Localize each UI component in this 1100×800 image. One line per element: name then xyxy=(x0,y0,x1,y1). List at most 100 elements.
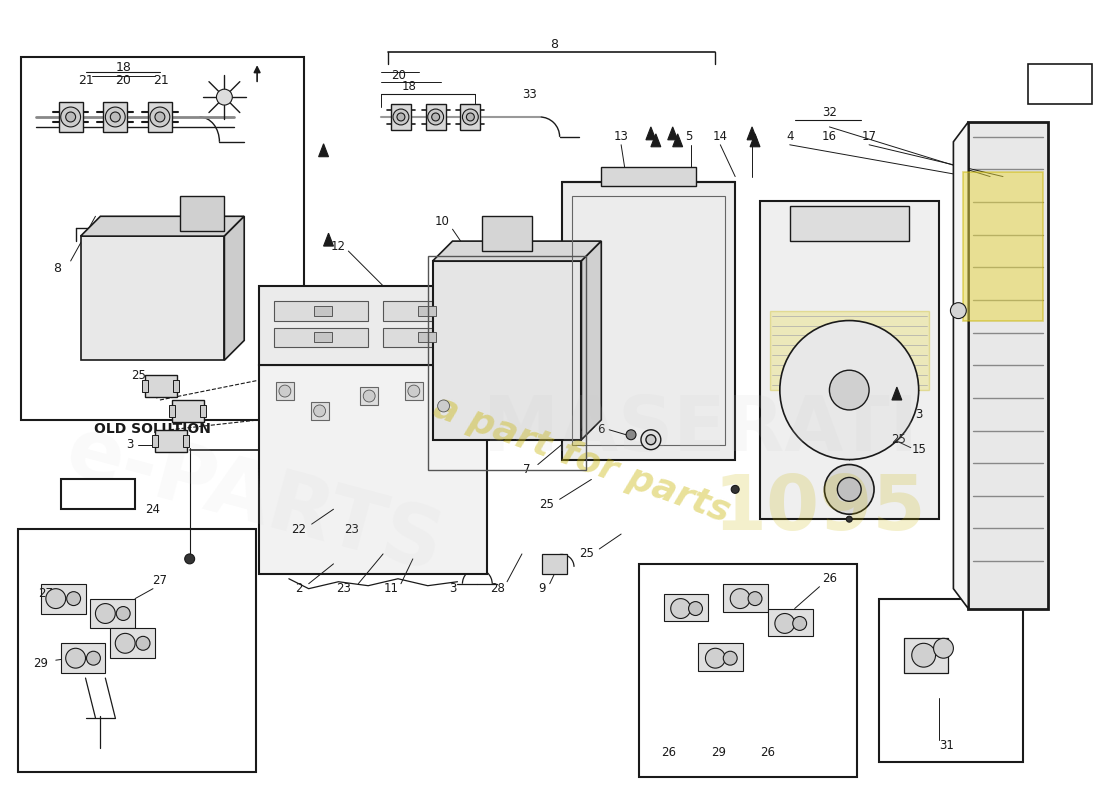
Text: 23: 23 xyxy=(336,582,351,595)
Polygon shape xyxy=(60,479,135,510)
Text: 26: 26 xyxy=(822,572,837,586)
Circle shape xyxy=(136,636,150,650)
Text: 7: 7 xyxy=(524,463,530,476)
Circle shape xyxy=(106,107,125,127)
Bar xyxy=(18,529,256,772)
Circle shape xyxy=(934,638,954,658)
Text: 12: 12 xyxy=(331,239,345,253)
Text: 25: 25 xyxy=(131,369,145,382)
Circle shape xyxy=(793,617,806,630)
Text: 18: 18 xyxy=(116,61,131,74)
Bar xyxy=(602,166,695,186)
Circle shape xyxy=(87,651,100,665)
Circle shape xyxy=(393,109,409,125)
Circle shape xyxy=(150,107,169,127)
Circle shape xyxy=(314,405,326,417)
Bar xyxy=(199,405,206,417)
Circle shape xyxy=(155,112,165,122)
Circle shape xyxy=(732,486,739,494)
Bar xyxy=(418,306,436,315)
Text: 27: 27 xyxy=(153,574,167,587)
Polygon shape xyxy=(224,216,244,360)
Circle shape xyxy=(60,107,80,127)
Polygon shape xyxy=(110,629,155,658)
Text: 4: 4 xyxy=(786,130,793,143)
Polygon shape xyxy=(770,310,928,390)
Text: 26: 26 xyxy=(661,746,676,759)
Bar xyxy=(1027,64,1092,104)
Text: 15: 15 xyxy=(911,443,926,456)
Circle shape xyxy=(363,390,375,402)
Text: 25: 25 xyxy=(579,547,594,561)
Bar xyxy=(361,387,378,405)
Bar xyxy=(405,382,422,400)
Circle shape xyxy=(66,112,76,122)
Bar xyxy=(274,301,368,321)
Bar xyxy=(148,102,172,132)
Circle shape xyxy=(408,385,420,397)
Circle shape xyxy=(428,109,443,125)
Circle shape xyxy=(846,516,852,522)
Polygon shape xyxy=(968,122,1047,609)
Polygon shape xyxy=(673,134,683,146)
Polygon shape xyxy=(668,127,678,140)
Text: 13: 13 xyxy=(614,130,628,143)
Text: 18: 18 xyxy=(402,80,416,93)
Circle shape xyxy=(724,651,737,665)
Text: 20: 20 xyxy=(392,69,406,82)
Bar xyxy=(418,333,436,342)
Bar xyxy=(904,638,948,673)
Text: 24: 24 xyxy=(145,502,161,516)
Circle shape xyxy=(116,634,135,654)
Text: 29: 29 xyxy=(33,657,48,670)
Circle shape xyxy=(67,592,80,606)
Bar xyxy=(155,430,187,452)
Circle shape xyxy=(837,478,861,502)
Text: 21: 21 xyxy=(78,74,94,86)
Text: 3: 3 xyxy=(449,582,456,595)
Circle shape xyxy=(671,598,691,618)
Bar xyxy=(572,197,725,445)
Bar xyxy=(768,609,813,636)
Polygon shape xyxy=(41,584,86,614)
Bar xyxy=(168,405,175,417)
Circle shape xyxy=(279,385,290,397)
Bar xyxy=(428,256,586,470)
Bar xyxy=(152,434,158,446)
Text: 2: 2 xyxy=(295,582,302,595)
Bar xyxy=(698,643,744,671)
Polygon shape xyxy=(260,286,487,366)
Circle shape xyxy=(641,430,661,450)
Text: ▲ = 1: ▲ = 1 xyxy=(1035,80,1067,90)
Polygon shape xyxy=(319,144,329,157)
Bar xyxy=(21,58,304,420)
Text: 32: 32 xyxy=(822,106,837,118)
Text: 8: 8 xyxy=(550,38,558,51)
Bar xyxy=(383,301,472,321)
Bar xyxy=(172,400,204,422)
Circle shape xyxy=(626,430,636,440)
Circle shape xyxy=(774,614,794,634)
Text: MASERATI: MASERATI xyxy=(483,393,918,466)
Polygon shape xyxy=(80,216,244,236)
Polygon shape xyxy=(892,387,902,400)
Text: 25: 25 xyxy=(891,434,906,446)
Bar xyxy=(310,402,329,420)
Text: 20: 20 xyxy=(116,74,131,86)
Polygon shape xyxy=(179,197,224,231)
Polygon shape xyxy=(964,171,1043,321)
Circle shape xyxy=(825,465,874,514)
Circle shape xyxy=(117,606,130,621)
Circle shape xyxy=(217,89,232,105)
Bar xyxy=(879,598,1023,762)
Text: 5: 5 xyxy=(685,130,692,143)
Polygon shape xyxy=(582,241,602,440)
Text: 3: 3 xyxy=(915,408,923,422)
Circle shape xyxy=(96,603,115,623)
Bar xyxy=(461,104,481,130)
Circle shape xyxy=(466,113,474,121)
Text: 10: 10 xyxy=(436,214,450,228)
Text: 26: 26 xyxy=(760,746,775,759)
Bar xyxy=(663,594,708,622)
Bar xyxy=(314,306,331,315)
